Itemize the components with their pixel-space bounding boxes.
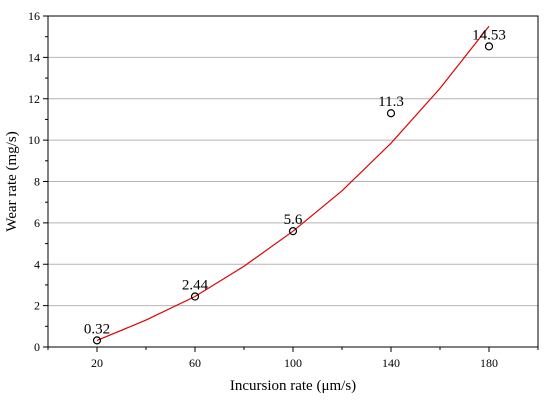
y-tick-label: 16 xyxy=(28,9,40,23)
data-point xyxy=(190,292,200,301)
grid-lines xyxy=(48,56,538,307)
fit-curve xyxy=(96,25,490,341)
data-label: 2.44 xyxy=(182,278,209,294)
data-labels: 0.32 2.44 5.6 11.3 14.53 xyxy=(84,27,506,337)
data-point xyxy=(484,42,494,51)
y-axis-title: Wear rate (mg/s) xyxy=(4,131,20,231)
y-tick-label: 14 xyxy=(28,50,40,64)
y-tick-label: 0 xyxy=(34,340,40,354)
y-tick-label: 12 xyxy=(28,92,40,106)
x-axis-title: Incursion rate (μm/s) xyxy=(230,378,356,394)
x-tick-label: 100 xyxy=(284,356,302,370)
y-tick-label: 6 xyxy=(34,216,40,230)
x-tick-label: 20 xyxy=(91,356,103,370)
data-label: 11.3 xyxy=(378,94,404,110)
data-point xyxy=(386,109,396,118)
x-tick-label: 140 xyxy=(382,356,400,370)
y-tick-label: 8 xyxy=(34,175,40,189)
data-label: 0.32 xyxy=(84,321,110,337)
x-tick-label: 60 xyxy=(189,356,201,370)
data-label: 5.6 xyxy=(284,212,303,228)
y-axis-ticks: 0 2 4 6 8 10 12 14 16 xyxy=(28,9,48,354)
x-tick-label: 180 xyxy=(480,356,498,370)
x-axis-ticks: 20 60 100 140 180 xyxy=(47,347,539,370)
data-point xyxy=(92,336,102,345)
y-tick-label: 10 xyxy=(28,133,40,147)
data-point xyxy=(288,227,298,236)
data-points xyxy=(92,42,494,345)
y-tick-label: 4 xyxy=(34,257,40,271)
y-tick-label: 2 xyxy=(34,299,40,313)
data-label: 14.53 xyxy=(472,27,506,43)
